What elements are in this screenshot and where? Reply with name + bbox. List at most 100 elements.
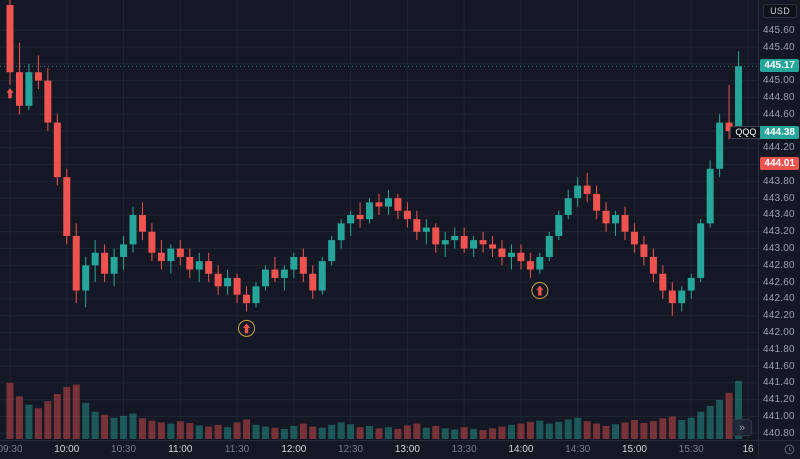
volume-bar bbox=[697, 411, 705, 439]
price-tick-label: 443.00 bbox=[763, 243, 795, 255]
candle-body bbox=[498, 248, 506, 257]
price-tick-label: 445.40 bbox=[763, 41, 795, 53]
volume-bar bbox=[243, 419, 251, 439]
candle-body bbox=[299, 256, 307, 274]
volume-bar bbox=[15, 396, 23, 439]
volume-bar bbox=[735, 381, 743, 439]
volume-bar bbox=[422, 427, 430, 439]
candle-body bbox=[489, 244, 497, 249]
time-tick-label: 13:30 bbox=[451, 444, 477, 455]
go-to-realtime-button[interactable]: » bbox=[732, 419, 752, 436]
candle-body bbox=[63, 177, 71, 236]
candle-body bbox=[214, 273, 222, 287]
volume-bar bbox=[413, 423, 421, 439]
candle-body bbox=[716, 122, 724, 169]
volume-bar bbox=[280, 428, 288, 439]
candle-body bbox=[337, 223, 345, 241]
candle-body bbox=[318, 261, 326, 291]
volume-bar bbox=[366, 425, 374, 439]
candle-body bbox=[129, 214, 137, 245]
volume-bar bbox=[318, 427, 326, 439]
candle-body bbox=[526, 261, 534, 270]
candle-body bbox=[555, 214, 563, 236]
volume-bar bbox=[347, 424, 355, 439]
candle-body bbox=[536, 256, 544, 270]
volume-bar bbox=[214, 424, 222, 439]
price-tick-label: 444.40 bbox=[763, 125, 795, 137]
volume-bar bbox=[517, 423, 525, 439]
price-tick-label: 442.60 bbox=[763, 276, 795, 288]
volume-bar bbox=[687, 417, 695, 439]
candle-body bbox=[34, 72, 42, 81]
candle-body bbox=[687, 277, 695, 291]
volume-bar bbox=[186, 423, 194, 439]
candle-body bbox=[583, 185, 591, 194]
volume-bar bbox=[25, 404, 33, 439]
price-tick-label: 440.80 bbox=[763, 427, 795, 439]
volume-bar bbox=[299, 423, 307, 439]
volume-bar bbox=[460, 427, 468, 439]
candle-body bbox=[101, 252, 109, 274]
price-tick-label: 441.20 bbox=[763, 394, 795, 406]
volume-bar bbox=[205, 426, 213, 439]
volume-bar bbox=[53, 394, 61, 439]
volume-bar bbox=[498, 426, 506, 439]
candle-body bbox=[403, 210, 411, 220]
arrow-up-icon bbox=[6, 88, 14, 99]
candle-body bbox=[138, 214, 146, 232]
candle-body bbox=[602, 210, 610, 224]
volume-bar bbox=[337, 422, 345, 439]
candle-body bbox=[195, 261, 203, 270]
volume-bar bbox=[261, 426, 269, 439]
candle-body bbox=[157, 252, 165, 262]
time-tick-label: 15:00 bbox=[621, 444, 647, 455]
candle-body bbox=[735, 66, 743, 131]
price-tick-label: 444.60 bbox=[763, 108, 795, 120]
price-tick-label: 442.40 bbox=[763, 293, 795, 305]
volume-bar bbox=[716, 399, 724, 439]
currency-unit-chip: USD bbox=[763, 4, 797, 18]
candle-body bbox=[309, 273, 317, 291]
volume-bar bbox=[441, 428, 449, 439]
candle-body bbox=[167, 248, 175, 262]
time-tick-label: 12:00 bbox=[281, 444, 307, 455]
volume-bar bbox=[659, 418, 667, 439]
volume-bar bbox=[224, 427, 232, 439]
candle-body bbox=[612, 214, 620, 224]
candle-body bbox=[384, 198, 392, 207]
candle-body bbox=[479, 240, 487, 245]
volume-bar bbox=[6, 382, 14, 439]
candle-body bbox=[630, 231, 638, 245]
volume-bar bbox=[668, 416, 676, 439]
candle-body bbox=[328, 240, 336, 262]
timezone-clock-icon bbox=[784, 444, 795, 455]
volume-bar bbox=[630, 420, 638, 439]
price-tick-label: 442.80 bbox=[763, 259, 795, 271]
arrow-up-icon bbox=[242, 323, 251, 334]
volume-bar bbox=[725, 392, 733, 439]
candle-body bbox=[725, 122, 733, 131]
candle-body bbox=[460, 235, 468, 249]
price-axis[interactable]: USD 445.60 445.40 445.20 445.00 444.80 444.60… bbox=[758, 0, 800, 440]
price-tick-label: 445.20 bbox=[763, 58, 795, 70]
candlestick-plot[interactable] bbox=[0, 0, 758, 440]
volume-bar bbox=[34, 408, 42, 439]
price-tick-label: 443.40 bbox=[763, 209, 795, 221]
time-tick-label: 11:30 bbox=[224, 444, 250, 455]
candle-body bbox=[261, 269, 269, 287]
volume-bar bbox=[72, 384, 80, 439]
candle-body bbox=[422, 227, 430, 232]
time-tick-label: 16 bbox=[742, 444, 754, 455]
time-axis[interactable]: 09:30 10:00 10:30 11:00 11:30 12:00 12:30 13:00… bbox=[0, 440, 758, 459]
volume-bar bbox=[526, 421, 534, 439]
time-tick-label: 13:00 bbox=[394, 444, 420, 455]
volume-bar bbox=[44, 401, 52, 439]
volume-bar bbox=[129, 413, 137, 439]
candle-body bbox=[44, 80, 52, 123]
volume-bar bbox=[176, 421, 184, 439]
candle-body bbox=[120, 244, 128, 257]
price-tick-label: 445.60 bbox=[763, 24, 795, 36]
volume-bar bbox=[384, 427, 392, 439]
volume-bar bbox=[432, 425, 440, 439]
volume-bar bbox=[167, 423, 175, 439]
